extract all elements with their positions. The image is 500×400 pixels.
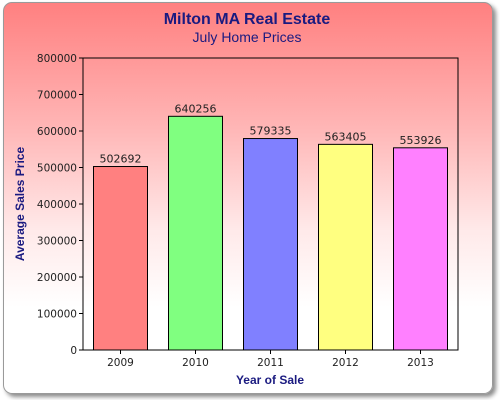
bars: 502692 640256 579335 563405 553926 xyxy=(93,102,448,351)
y-tick-label: 0 xyxy=(70,345,77,357)
data-label-2009: 502692 xyxy=(100,153,142,166)
bar-chart: Milton MA Real Estate July Home Prices 0… xyxy=(13,11,459,387)
bar-2011 xyxy=(243,138,298,351)
x-tick-label: 2012 xyxy=(332,357,359,369)
chart-frame: Milton MA Real Estate July Home Prices 0… xyxy=(3,2,493,394)
data-label-2013: 553926 xyxy=(400,134,442,147)
y-tick-label: 200000 xyxy=(37,272,77,284)
y-axis-ticks: 0 100000 200000 300000 400000 500000 600000 700… xyxy=(37,53,83,357)
y-axis-title: Average Sales Price xyxy=(13,147,27,262)
y-tick-label: 300000 xyxy=(37,236,77,248)
x-tick-label: 2010 xyxy=(182,357,209,369)
bar-2010 xyxy=(168,115,223,351)
x-tick-label: 2009 xyxy=(107,357,134,369)
bar-2012 xyxy=(318,143,373,351)
y-tick-label: 500000 xyxy=(37,163,77,175)
y-tick-label: 400000 xyxy=(37,199,77,211)
data-label-2010: 640256 xyxy=(175,102,217,115)
y-tick-label: 700000 xyxy=(37,90,77,102)
data-label-2012: 563405 xyxy=(325,130,367,143)
x-axis-title: Year of Sale xyxy=(236,373,304,387)
x-tick-label: 2011 xyxy=(257,357,284,369)
bar-2013 xyxy=(393,147,448,351)
y-tick-label: 800000 xyxy=(37,53,77,65)
bar-2009 xyxy=(93,166,148,351)
x-tick-label: 2013 xyxy=(407,357,434,369)
x-axis-ticks: 2009 2010 2011 2012 2013 xyxy=(107,350,434,369)
chart-title: Milton MA Real Estate xyxy=(164,11,331,28)
chart-subtitle: July Home Prices xyxy=(193,29,302,45)
data-label-2011: 579335 xyxy=(250,125,292,138)
y-tick-label: 600000 xyxy=(37,126,77,138)
y-tick-label: 100000 xyxy=(37,309,77,321)
